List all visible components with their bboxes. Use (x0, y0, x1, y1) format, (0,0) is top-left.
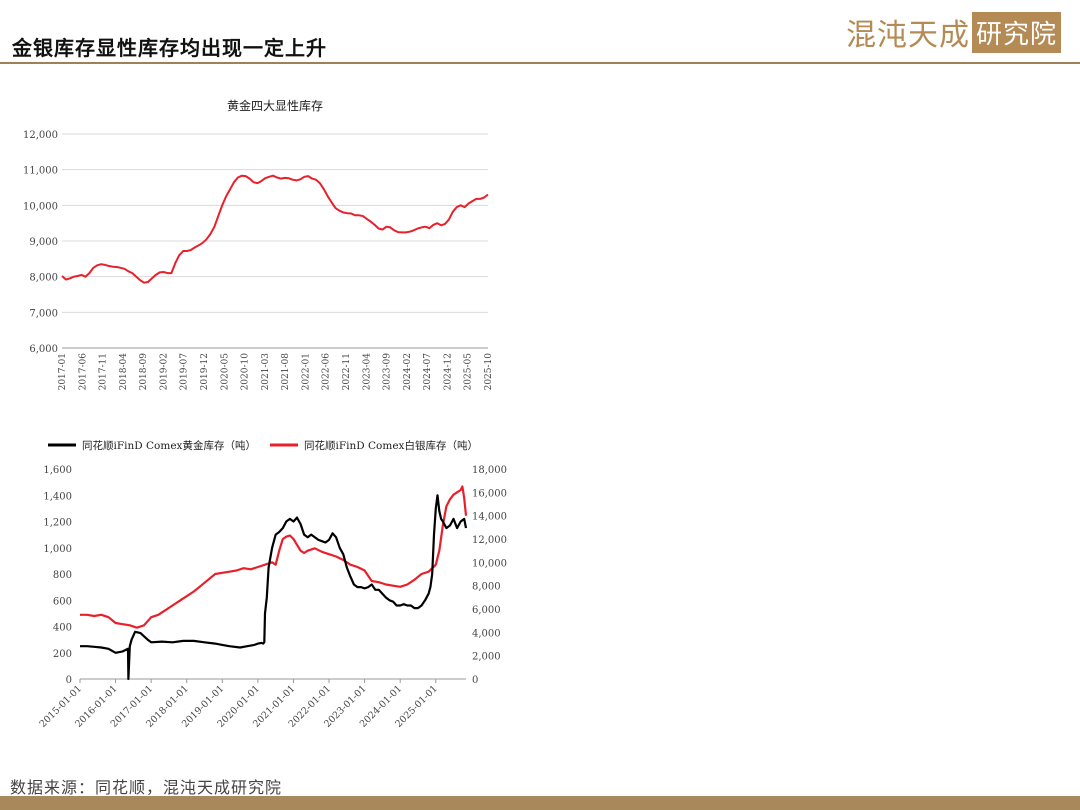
x-tick-label: 2020-10 (241, 353, 251, 391)
y-left-tick-label: 1,000 (43, 544, 72, 555)
y-left-tick-label: 1,400 (43, 491, 72, 502)
gold-series-line (80, 494, 468, 681)
x-tick-label: 2022-01 (301, 353, 311, 390)
data-source-note: 数据来源：同花顺，混沌天成研究院 (10, 778, 283, 797)
y-right-tick-label: 16,000 (472, 488, 507, 499)
x-tick-label: 2023-09 (383, 353, 393, 391)
x-tick-label: 2024-12 (443, 353, 453, 390)
y-left-tick-label: 0 (66, 675, 72, 686)
chart-title: 黄金四大显性库存 (227, 98, 323, 113)
x-tick-label: 2018-09 (139, 353, 149, 391)
y-tick-label: 7,000 (29, 308, 58, 319)
y-right-tick-label: 18,000 (472, 465, 507, 476)
footer-bar (0, 796, 1080, 810)
y-tick-label: 6,000 (29, 344, 58, 355)
x-tick-label: 2024-02 (403, 353, 413, 390)
y-tick-label: 10,000 (23, 201, 58, 212)
y-right-tick-label: 4,000 (472, 628, 501, 639)
silver-four-inventory-chart: 四大白银显性库存30,00035,00040,00045,00050,00055… (540, 80, 1080, 420)
x-tick-label: 2017-11 (99, 353, 109, 390)
x-tick-label: 2025-05 (464, 353, 474, 391)
y-right-tick-label: 12,000 (472, 535, 507, 546)
x-tick-label: 2018-04 (119, 353, 129, 391)
x-tick-label: 2022-11 (342, 353, 352, 390)
y-left-tick-label: 400 (53, 623, 72, 634)
page-title: 金银库存显性库存均出现一定上升 (12, 36, 327, 60)
x-tick-label: 2022-06 (322, 353, 332, 391)
x-tick-label: 2017-06 (78, 353, 88, 391)
x-tick-label: 2023-04 (362, 353, 372, 391)
y-right-tick-label: 0 (472, 675, 478, 686)
header-rule (0, 62, 1080, 64)
x-tick-label: 2019-07 (180, 353, 190, 391)
x-tick-label: 2019-12 (200, 353, 210, 390)
y-tick-label: 9,000 (29, 237, 58, 248)
y-right-tick-label: 10,000 (472, 558, 507, 569)
y-right-tick-label: 6,000 (472, 605, 501, 616)
brand-logo: 混沌天成 研究院 (846, 11, 1062, 53)
y-tick-label: 12,000 (23, 130, 58, 141)
y-tick-label: 11,000 (23, 166, 58, 177)
y-right-tick-label: 14,000 (472, 512, 507, 523)
legend-label: 同花顺iFinD Comex黄金库存（吨） (82, 439, 256, 452)
x-tick-label: 2017-01 (58, 353, 68, 390)
x-tick-label: 2024-07 (423, 353, 433, 391)
logo-box-text: 研究院 (972, 11, 1062, 53)
comex-inventory-chart: 同花顺iFinD Comex黄金库存（吨） 同花顺iFinD Comex白银库存（… (38, 439, 507, 730)
x-tick-label: 2025-10 (484, 353, 494, 391)
legend-label: 同花顺iFinD Comex白银库存（吨） (304, 439, 478, 452)
logo-main-text: 混沌天成 (846, 18, 970, 53)
y-left-tick-label: 1,200 (43, 518, 72, 529)
y-right-tick-label: 8,000 (472, 582, 501, 593)
sge-gold-inventory-chart: 上金所黄金库存（吨）501001502002503003502015-01201… (540, 420, 1080, 770)
gold-four-inventory-chart: 黄金四大显性库存 6,000 7,000 8,000 9,000 10,000 11,000… (23, 98, 494, 391)
y-right-tick-label: 2,000 (472, 652, 501, 663)
y-left-tick-label: 600 (53, 596, 72, 607)
x-tick-label: 2021-03 (261, 353, 271, 391)
y-left-tick-label: 800 (53, 570, 72, 581)
x-tick-label: 2019-02 (159, 353, 169, 390)
y-left-tick-label: 1,600 (43, 465, 72, 476)
x-tick-label: 2021-08 (281, 353, 291, 391)
y-tick-label: 8,000 (29, 273, 58, 284)
y-left-tick-label: 200 (53, 649, 72, 660)
x-tick-label: 2020-05 (220, 353, 230, 391)
series-line (61, 174, 489, 284)
